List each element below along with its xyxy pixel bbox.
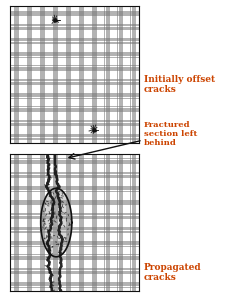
Polygon shape: [41, 188, 72, 257]
Text: Propagated
cracks: Propagated cracks: [144, 263, 202, 282]
Text: Initially offset
cracks: Initially offset cracks: [144, 75, 215, 94]
Text: Fractured
section left
behind: Fractured section left behind: [144, 121, 197, 147]
